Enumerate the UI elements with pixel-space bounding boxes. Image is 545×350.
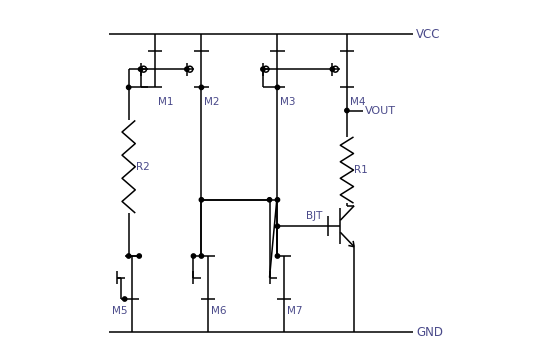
Circle shape	[126, 254, 131, 258]
Text: GND: GND	[416, 326, 443, 338]
Circle shape	[137, 254, 141, 258]
Text: M5: M5	[112, 306, 128, 316]
Circle shape	[275, 198, 280, 202]
Text: M3: M3	[280, 97, 295, 107]
Circle shape	[345, 108, 349, 113]
Circle shape	[199, 254, 203, 258]
Circle shape	[275, 254, 280, 258]
Text: VOUT: VOUT	[365, 105, 396, 116]
Circle shape	[185, 67, 189, 71]
Text: BJT: BJT	[306, 211, 322, 221]
Text: R1: R1	[354, 165, 368, 175]
Text: M6: M6	[211, 306, 226, 316]
Circle shape	[275, 224, 280, 229]
Text: M2: M2	[204, 97, 220, 107]
Circle shape	[261, 67, 265, 71]
Circle shape	[126, 85, 131, 90]
Text: M4: M4	[349, 97, 365, 107]
Circle shape	[123, 297, 127, 301]
Circle shape	[138, 67, 143, 71]
Text: M1: M1	[158, 97, 173, 107]
Circle shape	[268, 198, 271, 202]
Circle shape	[199, 85, 203, 90]
Circle shape	[191, 254, 196, 258]
Circle shape	[275, 85, 280, 90]
Circle shape	[330, 67, 335, 71]
Text: M7: M7	[287, 306, 302, 316]
Text: VCC: VCC	[416, 28, 441, 41]
Circle shape	[199, 198, 203, 202]
Text: R2: R2	[136, 162, 150, 172]
